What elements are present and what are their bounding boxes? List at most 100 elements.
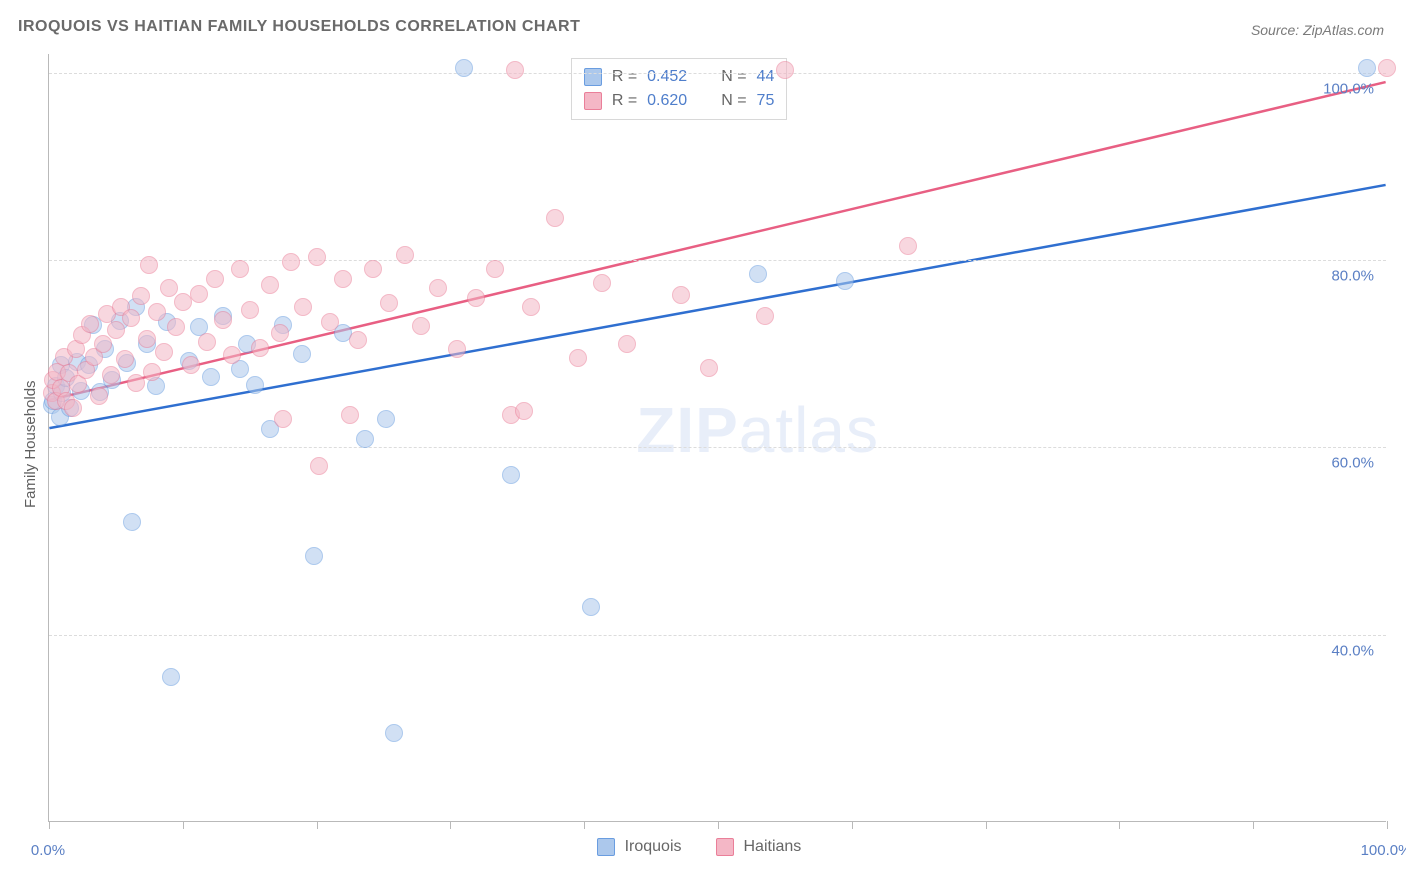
data-point	[132, 287, 150, 305]
data-point	[749, 265, 767, 283]
data-point	[116, 350, 134, 368]
data-point	[1378, 59, 1396, 77]
legend-n-value: 44	[757, 68, 775, 86]
data-point	[672, 286, 690, 304]
data-point	[198, 333, 216, 351]
data-point	[618, 335, 636, 353]
x-tick-mark	[852, 821, 853, 829]
data-point	[899, 237, 917, 255]
x-tick-mark	[1387, 821, 1388, 829]
x-tick-mark	[317, 821, 318, 829]
legend-swatch	[716, 838, 734, 856]
legend-r-value: 0.620	[647, 92, 687, 110]
data-point	[274, 410, 292, 428]
legend-swatch	[597, 838, 615, 856]
data-point	[522, 298, 540, 316]
x-axis-label: 100.0%	[1361, 842, 1406, 859]
data-point	[148, 303, 166, 321]
legend-stats: R = 0.452N = 44R = 0.620N = 75	[571, 58, 788, 120]
x-tick-mark	[1119, 821, 1120, 829]
data-point	[202, 368, 220, 386]
data-point	[138, 330, 156, 348]
y-tick-label: 60.0%	[1331, 455, 1374, 472]
data-point	[293, 345, 311, 363]
data-point	[569, 349, 587, 367]
legend-r-label: R =	[612, 92, 637, 110]
x-tick-mark	[183, 821, 184, 829]
legend-n-label: N =	[721, 68, 746, 86]
legend-series-label: Iroquois	[625, 838, 682, 856]
data-point	[349, 331, 367, 349]
data-point	[455, 59, 473, 77]
x-tick-mark	[986, 821, 987, 829]
data-point	[81, 315, 99, 333]
y-tick-label: 100.0%	[1323, 80, 1374, 97]
data-point	[127, 374, 145, 392]
source-attribution: Source: ZipAtlas.com	[1251, 22, 1384, 38]
data-point	[836, 272, 854, 290]
legend-r-label: R =	[612, 68, 637, 86]
data-point	[546, 209, 564, 227]
data-point	[206, 270, 224, 288]
data-point	[90, 387, 108, 405]
data-point	[502, 466, 520, 484]
data-point	[94, 335, 112, 353]
data-point	[506, 61, 524, 79]
data-point	[271, 324, 289, 342]
gridline	[49, 73, 1386, 74]
data-point	[167, 318, 185, 336]
data-point	[593, 274, 611, 292]
data-point	[102, 366, 120, 384]
data-point	[1358, 59, 1376, 77]
data-point	[122, 309, 140, 327]
y-tick-label: 80.0%	[1331, 268, 1374, 285]
data-point	[377, 410, 395, 428]
data-point	[190, 285, 208, 303]
data-point	[246, 376, 264, 394]
data-point	[223, 346, 241, 364]
data-point	[214, 311, 232, 329]
x-axis-label: 0.0%	[31, 842, 65, 859]
gridline	[49, 635, 1386, 636]
data-point	[155, 343, 173, 361]
data-point	[107, 321, 125, 339]
legend-series: Iroquois Haitians	[597, 838, 802, 856]
legend-swatch	[584, 68, 602, 86]
chart-title: IROQUOIS VS HAITIAN FAMILY HOUSEHOLDS CO…	[18, 18, 580, 36]
data-point	[582, 598, 600, 616]
legend-stat-row: R = 0.452N = 44	[584, 65, 775, 89]
data-point	[174, 293, 192, 311]
x-tick-mark	[450, 821, 451, 829]
data-point	[140, 256, 158, 274]
data-point	[334, 270, 352, 288]
gridline	[49, 447, 1386, 448]
data-point	[364, 260, 382, 278]
legend-series-item: Haitians	[716, 838, 802, 856]
data-point	[241, 301, 259, 319]
data-point	[261, 276, 279, 294]
data-point	[231, 260, 249, 278]
data-point	[412, 317, 430, 335]
x-tick-mark	[584, 821, 585, 829]
data-point	[160, 279, 178, 297]
data-point	[310, 457, 328, 475]
watermark-zip: ZIP	[636, 394, 739, 466]
data-point	[486, 260, 504, 278]
data-point	[385, 724, 403, 742]
data-point	[282, 253, 300, 271]
data-point	[251, 339, 269, 357]
legend-n-label: N =	[721, 92, 746, 110]
data-point	[515, 402, 533, 420]
x-tick-mark	[1253, 821, 1254, 829]
data-point	[700, 359, 718, 377]
x-tick-mark	[49, 821, 50, 829]
y-tick-label: 40.0%	[1331, 642, 1374, 659]
chart-container: IROQUOIS VS HAITIAN FAMILY HOUSEHOLDS CO…	[0, 0, 1406, 892]
gridline	[49, 260, 1386, 261]
legend-stat-row: R = 0.620N = 75	[584, 89, 775, 113]
legend-series-item: Iroquois	[597, 838, 682, 856]
y-axis-label: Family Households	[22, 380, 39, 508]
data-point	[321, 313, 339, 331]
data-point	[182, 356, 200, 374]
data-point	[776, 61, 794, 79]
